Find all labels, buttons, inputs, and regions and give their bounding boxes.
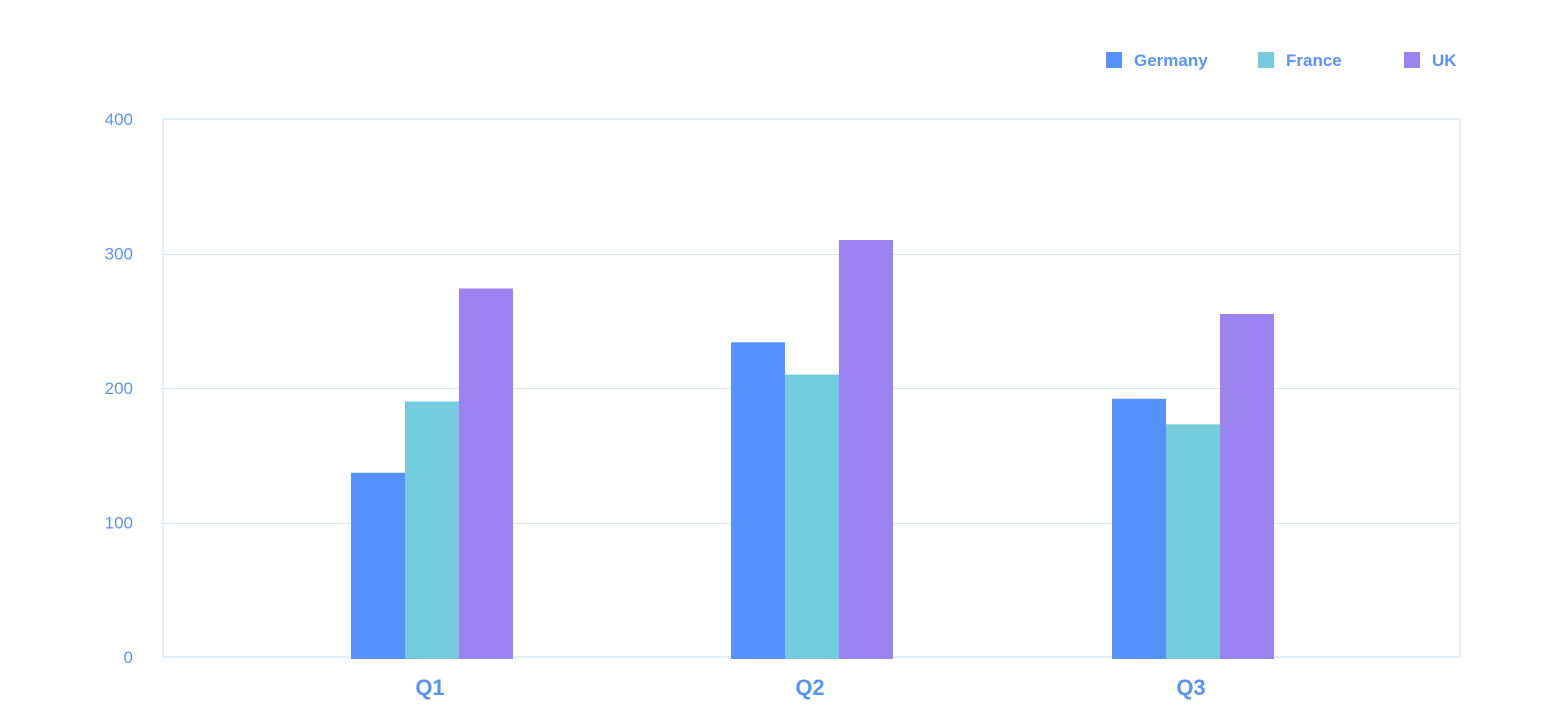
y-tick-label: 100 bbox=[105, 514, 133, 533]
bar-uk-q1 bbox=[459, 288, 513, 659]
legend-swatch bbox=[1258, 52, 1274, 68]
x-tick-label: Q1 bbox=[415, 675, 444, 700]
y-axis-ticks: 0 100 200 300 400 bbox=[105, 110, 133, 667]
legend-item-uk[interactable]: UK bbox=[1404, 51, 1457, 70]
legend-item-germany[interactable]: Germany bbox=[1106, 51, 1208, 70]
legend-label: Germany bbox=[1134, 51, 1208, 70]
legend-swatch bbox=[1404, 52, 1420, 68]
bar-germany-q2 bbox=[731, 342, 785, 659]
y-tick-label: 300 bbox=[105, 245, 133, 264]
bar-uk-q2 bbox=[839, 240, 893, 660]
y-tick-label: 400 bbox=[105, 110, 133, 129]
bar-uk-q3 bbox=[1220, 314, 1274, 659]
legend-item-france[interactable]: France bbox=[1258, 51, 1342, 70]
x-axis-ticks: Q1 Q2 Q3 bbox=[415, 675, 1205, 700]
bar-germany-q3 bbox=[1112, 398, 1166, 659]
legend: Germany France UK bbox=[1106, 51, 1457, 70]
legend-label: UK bbox=[1432, 51, 1457, 70]
bars bbox=[351, 240, 1274, 660]
y-tick-label: 200 bbox=[105, 379, 133, 398]
legend-label: France bbox=[1286, 51, 1342, 70]
bar-france-q3 bbox=[1166, 424, 1220, 659]
y-tick-label: 0 bbox=[124, 648, 133, 667]
legend-swatch bbox=[1106, 52, 1122, 68]
bar-germany-q1 bbox=[351, 472, 405, 659]
bar-france-q1 bbox=[405, 401, 459, 659]
x-tick-label: Q2 bbox=[795, 675, 824, 700]
bar-france-q2 bbox=[785, 374, 839, 659]
x-tick-label: Q3 bbox=[1176, 675, 1205, 700]
